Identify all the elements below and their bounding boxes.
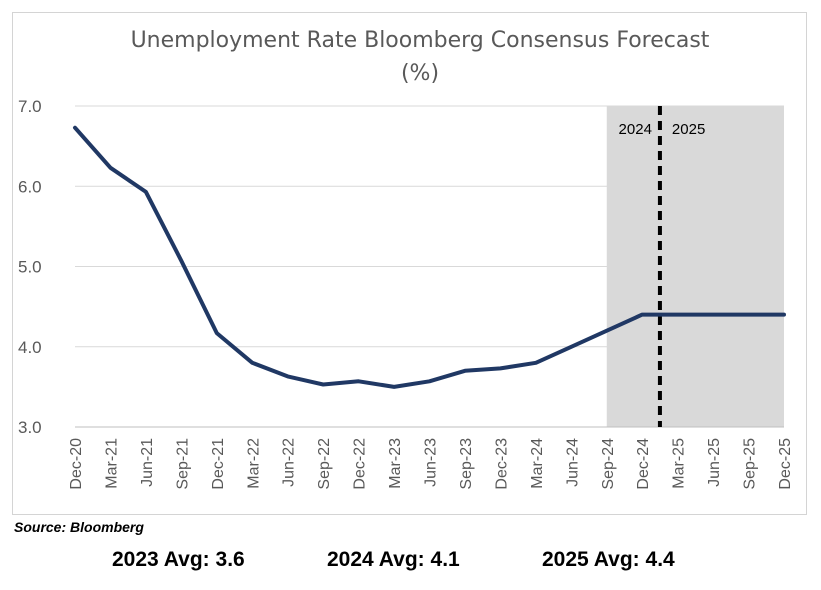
x-tick-label: Sep-23 [458,438,475,490]
y-tick-label: 6.0 [18,177,42,196]
avg-2025-label: 2025 Avg: [542,548,640,571]
avg-2024-value: 4.1 [430,548,460,571]
avg-2024: 2024 Avg: 4.1 [327,548,460,572]
avg-2023-value: 3.6 [215,548,245,571]
x-tick-label: Mar-25 [671,438,688,489]
avg-2025-value: 4.4 [645,548,675,571]
x-tick-label: Mar-21 [103,438,120,489]
year-label-left: 2024 [619,121,652,138]
x-tick-label: Sep-22 [316,438,333,490]
y-tick-label: 4.0 [18,338,42,357]
x-tick-label: Mar-23 [387,438,404,489]
line-chart: 3.0 4.0 5.0 6.0 7.0 2024 2025 Dec-20 Mar-21 Jun-2… [18,97,794,490]
y-tick-label: 7.0 [18,97,42,116]
x-tick-label: Mar-22 [245,438,262,489]
chart-subtitle: (%) [400,61,440,86]
x-tick-label: Jun-25 [706,438,723,487]
x-tick-label: Dec-23 [493,438,510,490]
y-tick-label: 3.0 [18,418,42,437]
x-tick-label: Sep-24 [600,438,617,490]
source-note: Source: Bloomberg [14,519,144,535]
x-tick-label: Jun-24 [564,438,581,487]
x-tick-label: Dec-21 [210,438,227,490]
x-tick-label: Jun-23 [423,438,440,487]
avg-2023-label: 2023 Avg: [112,548,210,571]
x-tick-label: Dec-22 [352,438,369,490]
x-tick-label: Sep-21 [174,438,191,490]
year-label-right: 2025 [672,121,705,138]
x-tick-label: Sep-25 [742,438,759,490]
chart-title: Unemployment Rate Bloomberg Consensus Fo… [130,28,710,53]
x-tick-label: Mar-24 [529,438,546,489]
x-tick-label: Dec-20 [68,438,85,490]
avg-2025: 2025 Avg: 4.4 [542,548,675,572]
y-tick-label: 5.0 [18,258,42,277]
avg-2023: 2023 Avg: 3.6 [112,548,245,572]
x-tick-label: Dec-25 [777,438,794,490]
x-tick-label: Dec-24 [635,438,652,490]
avg-2024-label: 2024 Avg: [327,548,425,571]
x-tick-label: Jun-21 [139,438,156,487]
x-tick-label: Jun-22 [281,438,298,487]
